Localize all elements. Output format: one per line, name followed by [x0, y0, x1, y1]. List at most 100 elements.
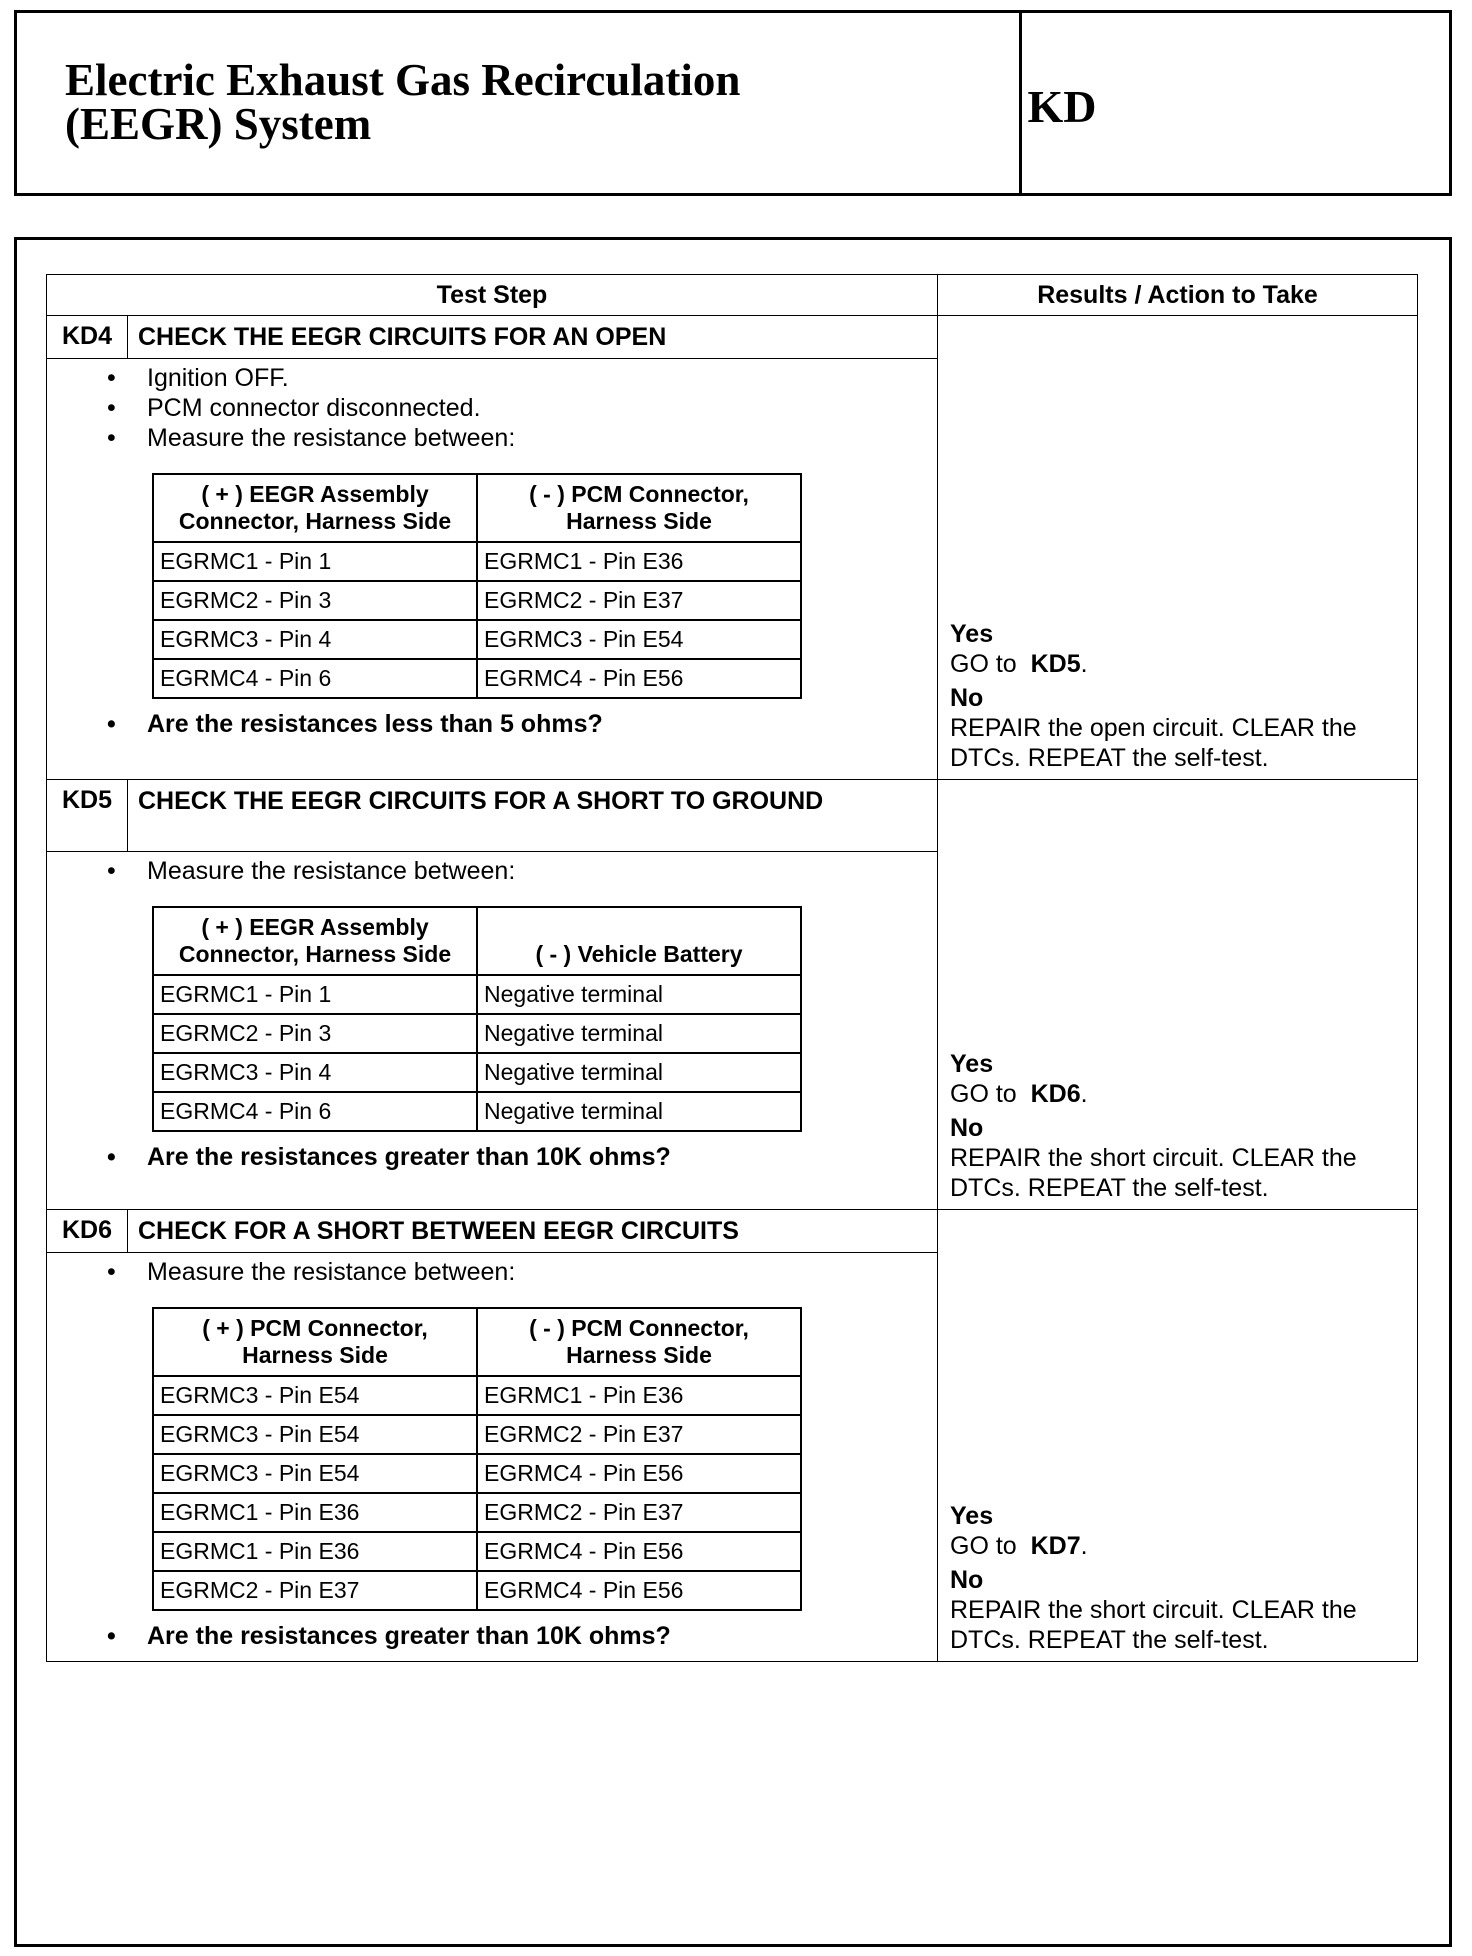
- yes-text: GO to: [950, 1080, 1017, 1108]
- step-title-row: KD5 CHECK THE EEGR CIRCUITS FOR A SHORT …: [46, 779, 1418, 1210]
- page-header: Electric Exhaust Gas Recirculation (EEGR…: [14, 10, 1452, 196]
- content-frame: [14, 237, 1452, 1947]
- positive-lead-cell: EGRMC2 - Pin 3: [152, 580, 478, 621]
- table-row: EGRMC3 - Pin 4 EGRMC3 - Pin E54: [152, 619, 802, 660]
- negative-lead-cell: Negative terminal: [476, 1013, 802, 1054]
- next-step-ref: KD7: [1030, 1532, 1081, 1560]
- question-list: Are the resistances greater than 10K ohm…: [47, 1142, 937, 1172]
- step-title-row: KD6 CHECK FOR A SHORT BETWEEN EEGR CIRCU…: [46, 1209, 1418, 1662]
- step-title: CHECK THE EEGR CIRCUITS FOR AN OPEN: [127, 315, 938, 359]
- step-question: Are the resistances less than 5 ohms?: [107, 709, 937, 739]
- negative-lead-cell: Negative terminal: [476, 1091, 802, 1132]
- table-row: EGRMC2 - Pin 3 Negative terminal: [152, 1013, 802, 1054]
- positive-lead-cell: EGRMC1 - Pin E36: [152, 1492, 478, 1533]
- negative-lead-cell: EGRMC3 - Pin E54: [476, 619, 802, 660]
- instruction-list: Measure the resistance between:: [47, 1257, 937, 1287]
- test-step-table: Test Step Results / Action to Take KD4 C…: [46, 274, 1418, 1662]
- positive-lead-cell: EGRMC3 - Pin 4: [152, 619, 478, 660]
- step-code: KD6: [46, 1209, 128, 1253]
- measurement-table: ( + ) EEGR Assembly Connector, Harness S…: [152, 473, 802, 699]
- positive-lead-cell: EGRMC1 - Pin 1: [152, 541, 478, 582]
- positive-lead-cell: EGRMC3 - Pin E54: [152, 1375, 478, 1416]
- table-row: EGRMC1 - Pin E36 EGRMC2 - Pin E37: [152, 1492, 802, 1533]
- negative-lead-cell: EGRMC2 - Pin E37: [476, 1414, 802, 1455]
- yes-action: GO to KD6.: [950, 1080, 1088, 1108]
- step-results: Yes GO to KD5. No REPAIR the open circui…: [937, 315, 1418, 780]
- instruction-item: Measure the resistance between:: [107, 856, 937, 886]
- next-step-ref: KD5: [1030, 650, 1081, 678]
- no-action: REPAIR the short circuit. CLEAR the DTCs…: [950, 1144, 1357, 1202]
- no-label: No: [950, 684, 984, 712]
- positive-lead-cell: EGRMC1 - Pin 1: [152, 974, 478, 1015]
- negative-lead-cell: EGRMC1 - Pin E36: [476, 541, 802, 582]
- negative-lead-cell: EGRMC4 - Pin E56: [476, 658, 802, 699]
- negative-lead-cell: EGRMC2 - Pin E37: [476, 1492, 802, 1533]
- next-step-ref: KD6: [1030, 1080, 1081, 1108]
- negative-lead-header: ( - ) Vehicle Battery: [476, 906, 802, 976]
- yes-label: Yes: [950, 1050, 994, 1078]
- no-label: No: [950, 1566, 984, 1594]
- positive-lead-cell: EGRMC2 - Pin E37: [152, 1570, 478, 1611]
- negative-lead-cell: Negative terminal: [476, 974, 802, 1015]
- col-test-step: Test Step: [46, 274, 938, 316]
- positive-lead-header: ( + ) EEGR Assembly Connector, Harness S…: [152, 906, 478, 976]
- step-body-row: Ignition OFF.PCM connector disconnected.…: [46, 358, 1418, 780]
- positive-lead-cell: EGRMC4 - Pin 6: [152, 658, 478, 699]
- measurement-header-row: ( + ) EEGR Assembly Connector, Harness S…: [152, 906, 802, 976]
- step-body: Measure the resistance between: ( + ) EE…: [46, 851, 938, 1210]
- positive-lead-cell: EGRMC3 - Pin 4: [152, 1052, 478, 1093]
- table-row: EGRMC3 - Pin E54 EGRMC2 - Pin E37: [152, 1414, 802, 1455]
- step-body-row: Measure the resistance between: ( + ) PC…: [46, 1252, 1418, 1662]
- instruction-item: PCM connector disconnected.: [107, 393, 937, 423]
- yes-label: Yes: [950, 1502, 994, 1530]
- no-action: REPAIR the open circuit. CLEAR the DTCs.…: [950, 714, 1357, 772]
- table-row: EGRMC4 - Pin 6 Negative terminal: [152, 1091, 802, 1132]
- col-results: Results / Action to Take: [937, 274, 1418, 316]
- positive-lead-cell: EGRMC1 - Pin E36: [152, 1531, 478, 1572]
- instruction-item: Ignition OFF.: [107, 363, 937, 393]
- no-label: No: [950, 1114, 984, 1142]
- negative-lead-cell: EGRMC1 - Pin E36: [476, 1375, 802, 1416]
- negative-lead-cell: EGRMC2 - Pin E37: [476, 580, 802, 621]
- step-results: Yes GO to KD6. No REPAIR the short circu…: [937, 779, 1418, 1210]
- positive-lead-cell: EGRMC3 - Pin E54: [152, 1414, 478, 1455]
- step-results: Yes GO to KD7. No REPAIR the short circu…: [937, 1209, 1418, 1662]
- positive-lead-cell: EGRMC3 - Pin E54: [152, 1453, 478, 1494]
- table-row: EGRMC3 - Pin E54 EGRMC1 - Pin E36: [152, 1375, 802, 1416]
- positive-lead-header: ( + ) PCM Connector, Harness Side: [152, 1307, 478, 1377]
- instruction-item: Measure the resistance between:: [107, 1257, 937, 1287]
- question-list: Are the resistances greater than 10K ohm…: [47, 1621, 937, 1651]
- negative-lead-header: ( - ) PCM Connector, Harness Side: [476, 1307, 802, 1377]
- positive-lead-header: ( + ) EEGR Assembly Connector, Harness S…: [152, 473, 478, 543]
- measurement-header-row: ( + ) EEGR Assembly Connector, Harness S…: [152, 473, 802, 543]
- table-row: EGRMC3 - Pin E54 EGRMC4 - Pin E56: [152, 1453, 802, 1494]
- yes-label: Yes: [950, 620, 994, 648]
- step-code: KD5: [46, 779, 128, 852]
- page-title: Electric Exhaust Gas Recirculation (EEGR…: [65, 55, 741, 147]
- yes-text: GO to: [950, 650, 1017, 678]
- measurement-header-row: ( + ) PCM Connector, Harness Side( - ) P…: [152, 1307, 802, 1377]
- negative-lead-cell: EGRMC4 - Pin E56: [476, 1570, 802, 1611]
- step-body-row: Measure the resistance between: ( + ) EE…: [46, 851, 1418, 1210]
- positive-lead-cell: EGRMC2 - Pin 3: [152, 1013, 478, 1054]
- negative-lead-cell: EGRMC4 - Pin E56: [476, 1453, 802, 1494]
- step-code: KD4: [46, 315, 128, 359]
- step-title: CHECK THE EEGR CIRCUITS FOR A SHORT TO G…: [127, 779, 938, 852]
- table-row: EGRMC2 - Pin 3 EGRMC2 - Pin E37: [152, 580, 802, 621]
- section-code: KD: [1027, 80, 1097, 132]
- yes-text: GO to: [950, 1532, 1017, 1560]
- step-question: Are the resistances greater than 10K ohm…: [107, 1142, 937, 1172]
- yes-action: GO to KD5.: [950, 650, 1088, 678]
- table-row: EGRMC1 - Pin 1 Negative terminal: [152, 974, 802, 1015]
- table-row: EGRMC1 - Pin E36 EGRMC4 - Pin E56: [152, 1531, 802, 1572]
- step-title-row: KD4 CHECK THE EEGR CIRCUITS FOR AN OPEN …: [46, 315, 1418, 780]
- header-divider: [1019, 13, 1022, 193]
- step-title: CHECK FOR A SHORT BETWEEN EEGR CIRCUITS: [127, 1209, 938, 1253]
- table-row: EGRMC3 - Pin 4 Negative terminal: [152, 1052, 802, 1093]
- instruction-item: Measure the resistance between:: [107, 423, 937, 453]
- title-line-1: Electric Exhaust Gas Recirculation: [65, 55, 741, 105]
- table-row: EGRMC2 - Pin E37 EGRMC4 - Pin E56: [152, 1570, 802, 1611]
- step-body: Ignition OFF.PCM connector disconnected.…: [46, 358, 938, 780]
- positive-lead-cell: EGRMC4 - Pin 6: [152, 1091, 478, 1132]
- instruction-list: Ignition OFF.PCM connector disconnected.…: [47, 363, 937, 453]
